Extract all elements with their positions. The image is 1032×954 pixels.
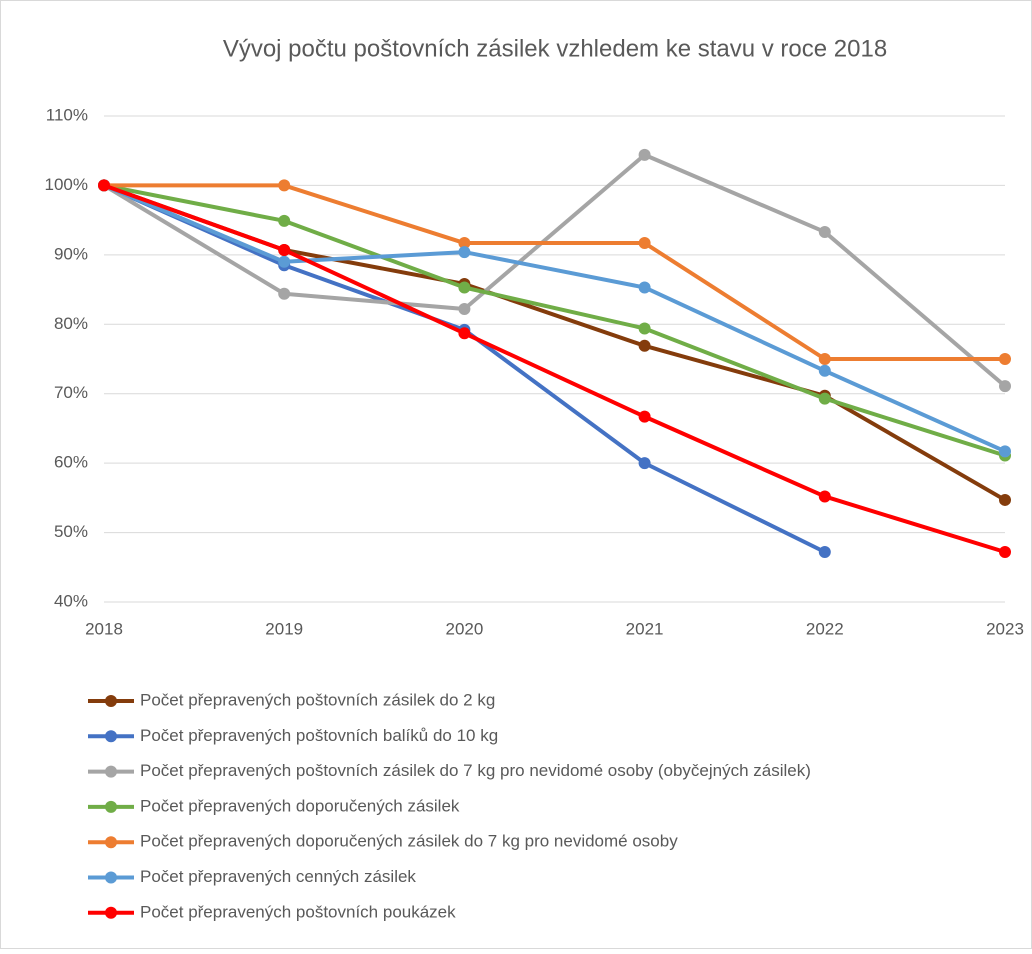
point <box>999 353 1011 365</box>
x-tick-label: 2021 <box>626 619 664 638</box>
point <box>278 255 291 268</box>
legend-marker <box>105 765 117 778</box>
point <box>818 546 831 559</box>
series-line <box>103 183 1006 554</box>
point <box>638 457 651 470</box>
x-tick-label: 2023 <box>986 619 1024 638</box>
x-tick-label: 2020 <box>445 619 483 638</box>
series-line <box>103 183 1006 454</box>
point <box>999 546 1011 559</box>
legend-marker <box>105 836 117 849</box>
chart-title: Vývoj počtu poštovních zásilek vzhledem … <box>223 35 887 62</box>
point <box>278 179 291 192</box>
point <box>638 281 651 294</box>
y-tick-label: 110% <box>46 105 88 124</box>
point <box>458 327 471 340</box>
x-tick-label: 2022 <box>806 619 844 638</box>
point <box>638 339 651 352</box>
x-tick-label: 2018 <box>85 619 123 638</box>
point <box>818 225 831 238</box>
legend-label: Počet přepravených cenných zásilek <box>140 867 416 886</box>
y-tick-label: 100% <box>45 175 88 194</box>
point <box>999 445 1011 458</box>
point <box>278 214 291 227</box>
y-tick-label: 60% <box>54 453 88 472</box>
legend-label: Počet přepravených poštovních balíků do … <box>140 726 498 745</box>
y-tick-label: 80% <box>54 314 88 333</box>
point <box>278 243 291 256</box>
legend-marker <box>105 695 117 707</box>
point <box>458 281 471 294</box>
point <box>638 410 651 423</box>
point <box>818 392 831 405</box>
point <box>999 380 1011 393</box>
point <box>818 353 831 365</box>
series-line <box>103 183 1006 458</box>
point <box>818 490 831 503</box>
y-tick-label: 50% <box>54 522 88 541</box>
y-tick-label: 90% <box>54 244 88 263</box>
point <box>458 303 471 316</box>
legend-marker <box>105 906 117 919</box>
legend-marker <box>105 730 117 743</box>
legend-label: Počet přepravených poštovních poukázek <box>140 902 456 921</box>
point <box>638 237 651 250</box>
series-line <box>104 183 1005 361</box>
legend-marker <box>105 871 117 884</box>
x-tick-label: 2019 <box>265 619 303 638</box>
point <box>278 287 291 300</box>
point <box>638 322 651 335</box>
point <box>638 148 651 161</box>
legend-label: Počet přepravených poštovních zásilek do… <box>140 690 495 709</box>
point <box>98 179 110 192</box>
legend-label: Počet přepravených poštovních zásilek do… <box>140 761 811 780</box>
point <box>818 364 831 377</box>
legend-marker <box>105 800 117 813</box>
point <box>458 246 471 259</box>
y-tick-label: 40% <box>54 591 88 610</box>
legend-label: Počet přepravených doporučených zásilek <box>140 796 460 815</box>
legend-label: Počet přepravených doporučených zásilek … <box>140 832 678 851</box>
series-line <box>102 152 1007 388</box>
point <box>999 493 1011 506</box>
point <box>458 237 471 250</box>
y-tick-label: 70% <box>54 383 88 402</box>
